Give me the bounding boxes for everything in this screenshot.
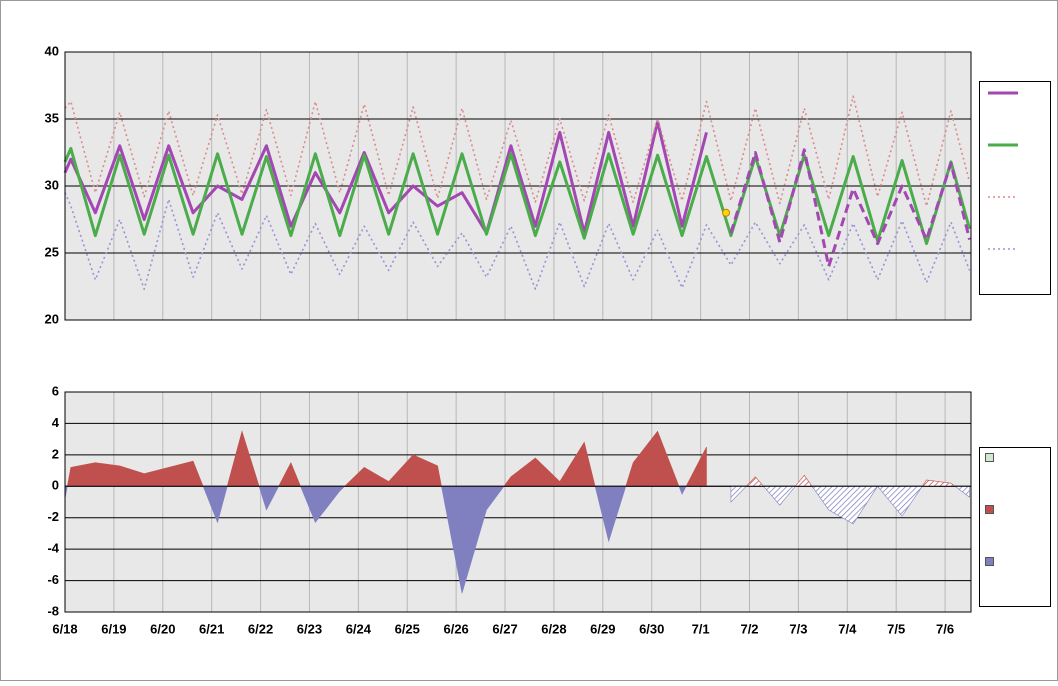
y-tick-label: 35 bbox=[45, 110, 59, 125]
legend-box bbox=[979, 81, 1051, 295]
x-tick-label: 7/3 bbox=[789, 621, 807, 636]
legend-swatch bbox=[985, 505, 994, 514]
y-tick-label: 2 bbox=[52, 446, 59, 461]
x-tick-label: 6/22 bbox=[248, 621, 273, 636]
line-series bbox=[63, 120, 708, 235]
marker bbox=[722, 208, 731, 217]
x-tick-label: 6/24 bbox=[346, 621, 372, 636]
legend-swatch bbox=[985, 557, 994, 566]
x-tick-label: 7/1 bbox=[692, 621, 710, 636]
x-tick-label: 6/30 bbox=[639, 621, 664, 636]
area-series bbox=[65, 430, 707, 487]
y-tick-label: 20 bbox=[45, 311, 59, 326]
x-tick-label: 7/4 bbox=[838, 621, 857, 636]
x-tick-label: 6/19 bbox=[101, 621, 126, 636]
y-tick-label: -6 bbox=[47, 572, 59, 587]
y-tick-label: 30 bbox=[45, 177, 59, 192]
x-tick-label: 6/20 bbox=[150, 621, 175, 636]
x-tick-label: 6/18 bbox=[52, 621, 77, 636]
x-tick-label: 6/23 bbox=[297, 621, 322, 636]
y-tick-label: 0 bbox=[52, 478, 59, 493]
area-series bbox=[730, 486, 970, 525]
plot-border bbox=[64, 391, 972, 613]
line-series bbox=[63, 146, 971, 246]
x-tick-label: 6/29 bbox=[590, 621, 615, 636]
x-tick-label: 7/2 bbox=[740, 621, 758, 636]
x-tick-label: 6/28 bbox=[541, 621, 566, 636]
x-tick-label: 6/25 bbox=[395, 621, 420, 636]
x-tick-label: 6/26 bbox=[443, 621, 468, 636]
y-tick-label: -4 bbox=[47, 541, 59, 556]
x-tick-label: 6/21 bbox=[199, 621, 224, 636]
y-tick-label: 4 bbox=[52, 415, 60, 430]
legend-box bbox=[979, 447, 1051, 607]
line-series bbox=[64, 192, 971, 290]
x-tick-label: 7/6 bbox=[936, 621, 954, 636]
x-tick-label: 7/5 bbox=[887, 621, 905, 636]
y-tick-label: 40 bbox=[45, 43, 59, 58]
y-tick-label: 25 bbox=[45, 244, 59, 259]
plot-border bbox=[64, 51, 972, 321]
y-tick-label: -2 bbox=[47, 509, 59, 524]
area-series bbox=[730, 474, 970, 487]
legend-swatch bbox=[985, 453, 994, 462]
y-tick-label: -8 bbox=[47, 603, 59, 618]
x-tick-label: 6/27 bbox=[492, 621, 517, 636]
line-series bbox=[64, 95, 971, 207]
y-tick-label: 6 bbox=[52, 383, 59, 398]
line-series bbox=[729, 148, 971, 268]
